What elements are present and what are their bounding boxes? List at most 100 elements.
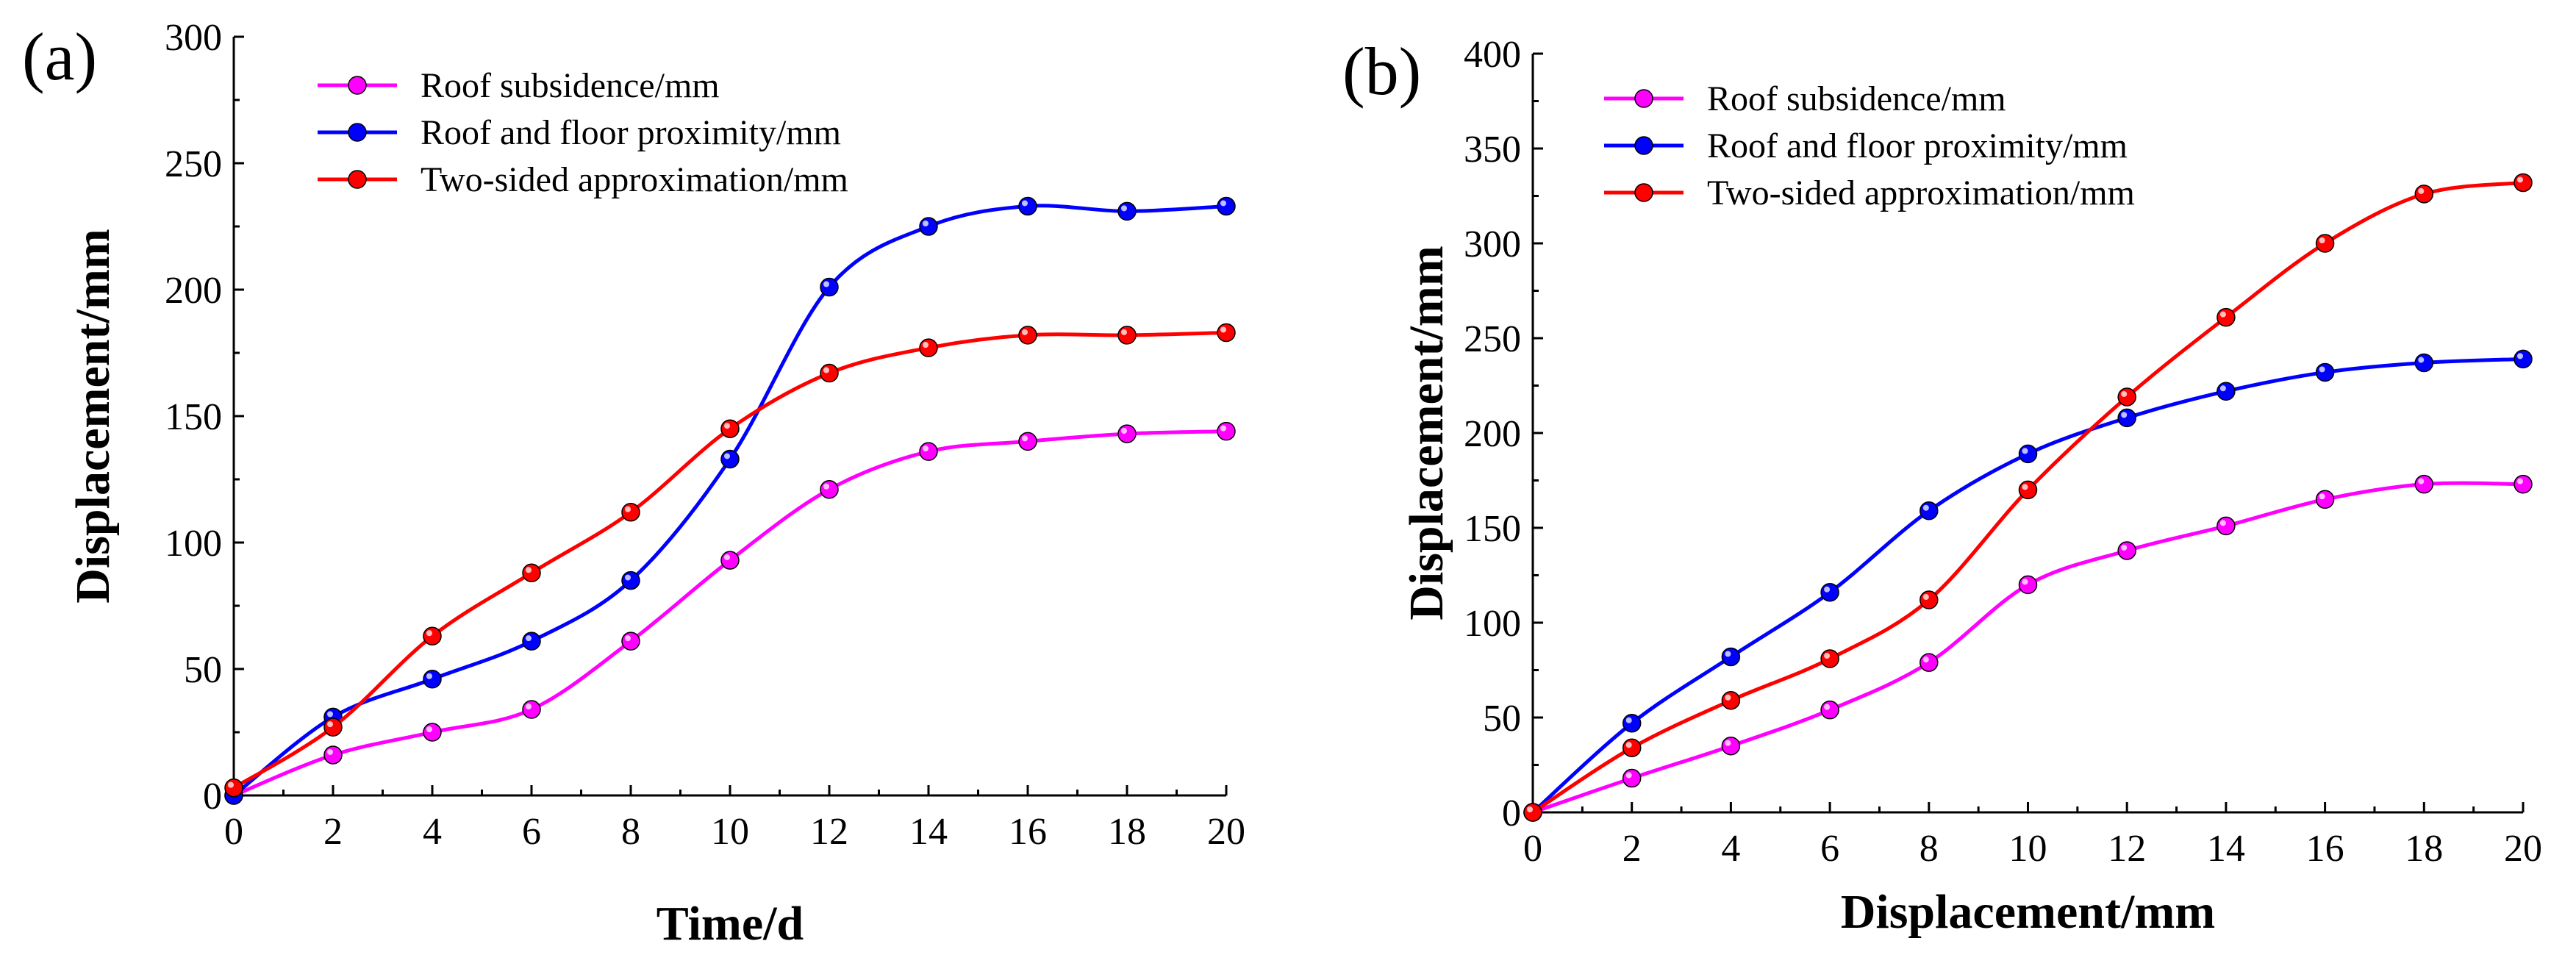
data-point	[2018, 444, 2038, 464]
x-tick-label: 18	[1108, 811, 1146, 853]
point-highlight	[724, 554, 730, 561]
y-tick-label: 300	[165, 17, 222, 59]
data-point	[2018, 480, 2038, 500]
data-point	[1018, 432, 1037, 451]
legend-marker	[1634, 89, 1653, 108]
point-highlight	[2319, 493, 2325, 500]
legend-marker	[1634, 136, 1653, 155]
y-tick-label: 300	[1464, 223, 1521, 265]
data-point	[1721, 647, 1741, 667]
point-highlight	[327, 721, 333, 728]
point-highlight	[1220, 326, 1226, 333]
point-highlight	[1220, 200, 1226, 207]
y-axis-title: Displacement/mm	[66, 229, 120, 604]
point-highlight	[2418, 478, 2425, 484]
point-highlight	[2517, 353, 2523, 359]
x-tick-label: 12	[2108, 828, 2146, 870]
point-highlight	[526, 635, 532, 642]
point-highlight	[426, 630, 432, 637]
point-highlight	[1022, 329, 1028, 335]
series-line	[232, 204, 1227, 797]
point-highlight	[526, 567, 532, 573]
data-point	[2514, 173, 2533, 193]
point-highlight	[1527, 806, 1533, 812]
x-tick-label: 12	[810, 811, 848, 853]
legend-marker	[348, 76, 367, 95]
x-tick-label: 2	[323, 811, 343, 853]
data-point	[423, 723, 442, 742]
series-line	[233, 429, 1227, 798]
y-tick-label: 250	[1464, 318, 1521, 360]
point-highlight	[1725, 740, 1731, 746]
legend-label: Two-sided approximation/mm	[421, 160, 848, 199]
point-highlight	[724, 423, 730, 429]
data-point	[1217, 323, 1236, 343]
data-point	[2117, 387, 2136, 407]
y-axis-title: Displacement/mm	[1400, 246, 1453, 620]
y-tick-label: 50	[1483, 698, 1521, 740]
point-highlight	[1121, 329, 1127, 335]
y-tick-label: 150	[1464, 508, 1521, 550]
point-highlight	[1121, 205, 1127, 212]
point-highlight	[2418, 187, 2425, 194]
data-point	[621, 632, 640, 651]
data-point	[919, 442, 938, 461]
data-point	[2414, 185, 2434, 204]
point-highlight	[426, 673, 432, 679]
series-line	[1531, 357, 2524, 814]
data-point	[1117, 201, 1137, 221]
x-tick-label: 4	[1721, 828, 1740, 870]
point-highlight	[526, 704, 532, 710]
data-point	[1721, 736, 1741, 756]
y-tick-label: 50	[184, 649, 222, 691]
point-highlight	[2121, 390, 2128, 397]
point-highlight	[2219, 520, 2226, 526]
y-tick-label: 0	[203, 776, 222, 817]
data-point	[1217, 421, 1236, 441]
point-highlight	[2121, 544, 2128, 551]
point-highlight	[228, 781, 234, 788]
point-highlight	[1824, 704, 1831, 710]
data-point	[423, 670, 442, 689]
point-highlight	[2022, 448, 2028, 454]
point-highlight	[426, 726, 432, 732]
point-highlight	[2022, 484, 2028, 490]
legend-label: Roof subsidence/mm	[1707, 79, 2006, 118]
data-point	[522, 632, 541, 651]
point-highlight	[1220, 425, 1226, 432]
point-highlight	[923, 446, 929, 452]
point-highlight	[2121, 412, 2128, 418]
point-highlight	[1121, 428, 1127, 434]
x-tick-label: 0	[224, 811, 243, 853]
data-point	[224, 778, 243, 798]
data-point	[1820, 649, 1839, 668]
point-highlight	[625, 506, 631, 512]
data-point	[2315, 362, 2335, 382]
data-point	[2117, 541, 2136, 560]
data-point	[1018, 326, 1037, 345]
data-point	[919, 338, 938, 357]
point-highlight	[823, 281, 829, 287]
point-highlight	[625, 574, 631, 581]
x-tick-label: 14	[909, 811, 948, 853]
panel-a: 0 50 100 150 200 250 300 0 2 4 6 8 10 12 14 16 18 20 Time/…	[22, 17, 1245, 951]
data-point	[1820, 700, 1839, 720]
data-point	[2217, 307, 2236, 327]
point-highlight	[1824, 653, 1831, 659]
data-point	[1622, 768, 1642, 788]
data-point	[1018, 196, 1037, 216]
x-tick-label: 16	[1009, 811, 1047, 853]
data-point	[522, 563, 541, 583]
data-point	[2514, 474, 2533, 494]
x-tick-label: 6	[522, 811, 541, 853]
data-point	[522, 700, 541, 719]
series-line	[1532, 481, 2524, 815]
legend-marker	[348, 123, 367, 142]
point-highlight	[923, 342, 929, 348]
legend-marker	[1634, 183, 1653, 202]
x-tick-label: 10	[711, 811, 749, 853]
point-highlight	[1625, 717, 1632, 723]
x-axis-title: Time/d	[656, 897, 804, 951]
data-point	[820, 363, 839, 383]
